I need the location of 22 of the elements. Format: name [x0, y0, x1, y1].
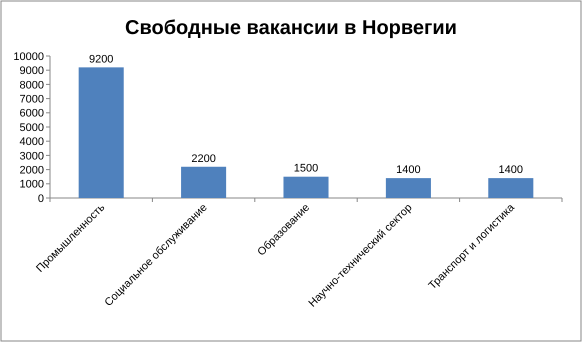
- y-tick-label: 0: [38, 192, 44, 205]
- y-tick-label: 8000: [20, 79, 44, 92]
- data-label: 2200: [191, 152, 216, 165]
- y-tick-label: 2000: [20, 164, 44, 176]
- data-label: 1400: [498, 164, 524, 176]
- y-tick-label: 9000: [20, 65, 44, 78]
- data-label: 1500: [294, 162, 318, 175]
- bar: [488, 178, 534, 198]
- chart-title: Свободные вакансии в Норвегии: [125, 17, 457, 39]
- y-tick-label: 6000: [20, 108, 44, 120]
- y-tick-label: 3000: [20, 150, 44, 162]
- y-tick-label: 7000: [20, 93, 44, 106]
- data-label: 9200: [88, 53, 114, 66]
- data-label: 1400: [396, 164, 421, 176]
- y-tick-label: 10000: [13, 50, 44, 63]
- bar: [78, 67, 124, 198]
- y-tick-label: 4000: [20, 136, 44, 148]
- bar: [181, 166, 226, 198]
- bar: [386, 178, 431, 198]
- y-tick-label: 1000: [20, 178, 44, 191]
- y-tick-label: 5000: [20, 122, 44, 134]
- bar: [283, 176, 329, 198]
